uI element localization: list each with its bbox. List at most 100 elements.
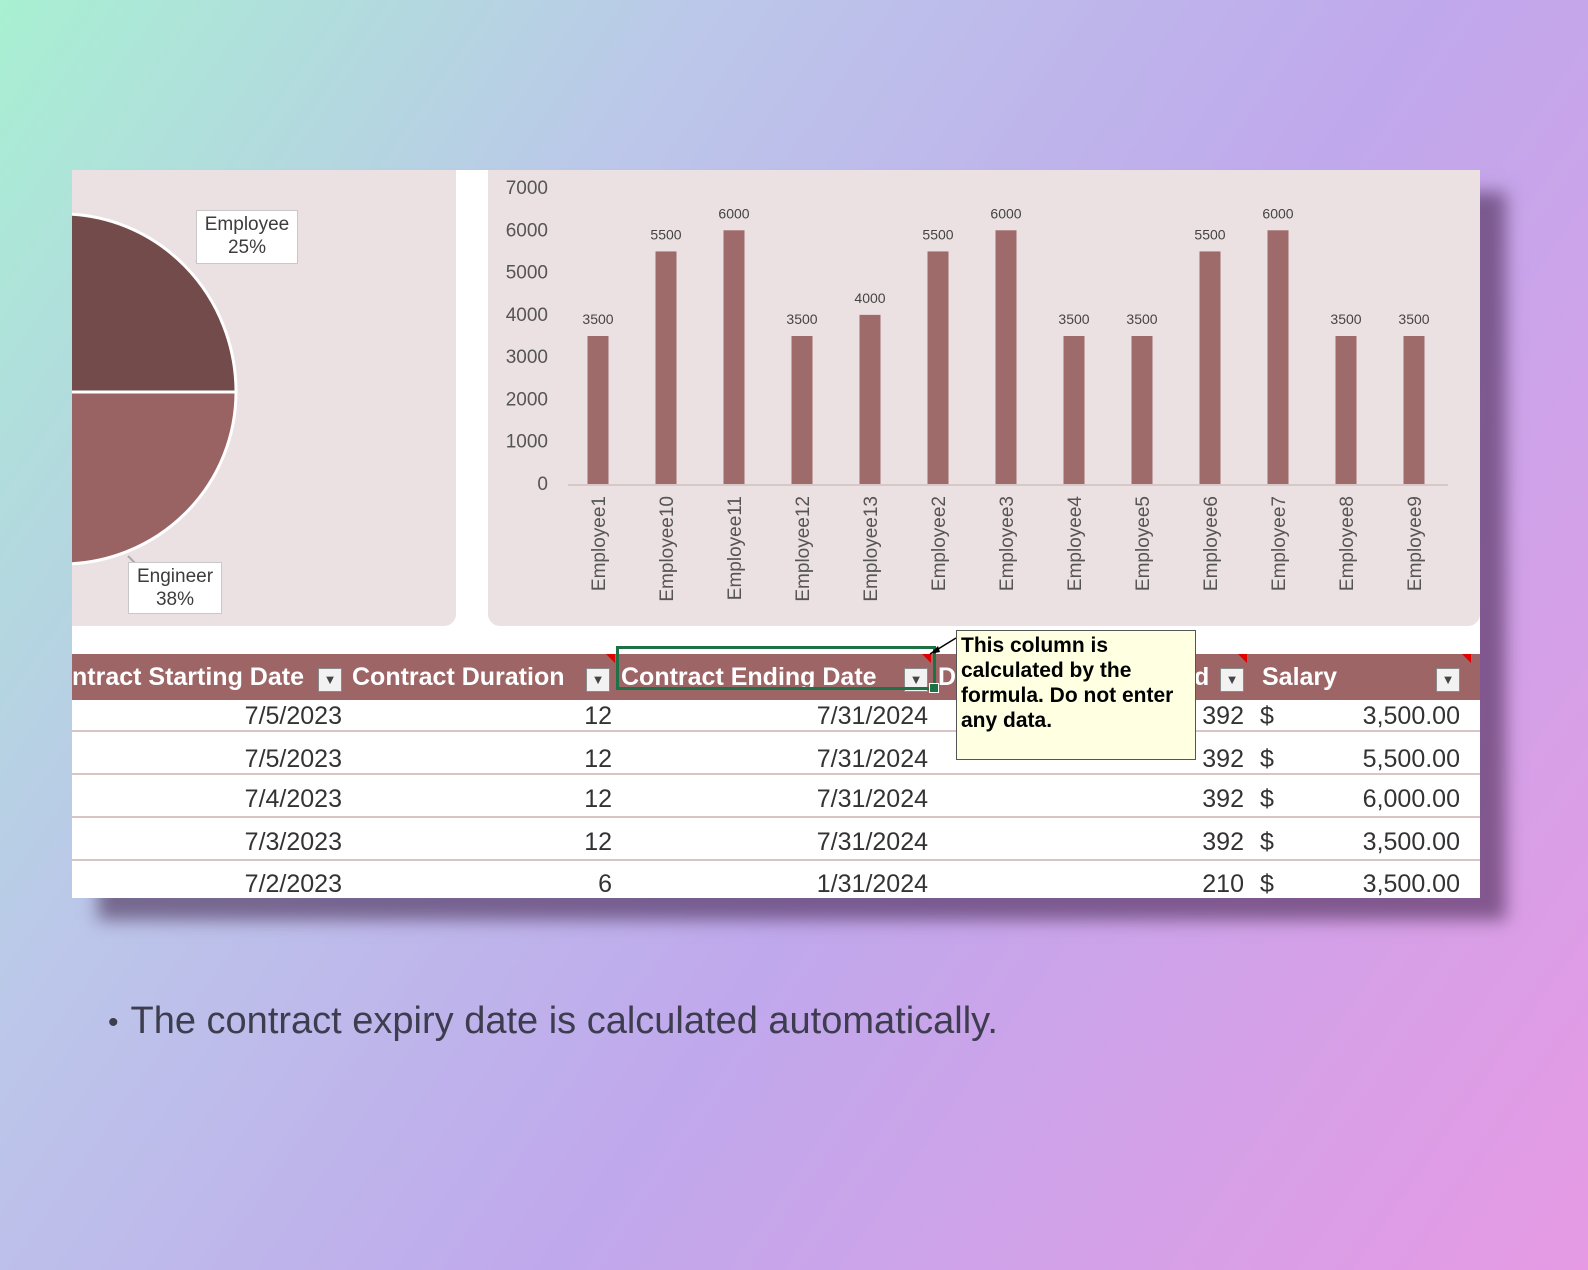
bar-data-label: 3500 (1398, 311, 1429, 327)
y-tick-label: 5000 (506, 263, 548, 284)
fill-handle[interactable] (929, 683, 939, 693)
cell-contract-duration[interactable]: 12 (584, 702, 612, 730)
comment-indicator-icon (922, 654, 931, 663)
x-tick-label: Employee11 (725, 496, 746, 600)
chevron-down-icon: ▼ (591, 672, 605, 687)
cell-contract-ending-date[interactable]: 7/31/2024 (816, 702, 928, 730)
bar-data-label: 5500 (650, 226, 681, 242)
cell-currency[interactable]: $ (1260, 828, 1274, 856)
comment-indicator-icon (606, 654, 615, 663)
cell-contract-ending-date[interactable]: 7/31/2024 (816, 828, 928, 856)
x-tick-label: Employee3 (997, 496, 1018, 591)
cell-contract-duration[interactable]: 12 (584, 785, 612, 813)
y-tick-label: 4000 (506, 305, 548, 326)
cell-salary[interactable]: 3,500.00 (1362, 702, 1460, 730)
cell-days[interactable]: 210 (1202, 870, 1244, 898)
bar-employee3[interactable] (995, 230, 1017, 484)
pie-slice-engineer (72, 390, 238, 566)
cell-contract-duration[interactable]: 12 (584, 745, 612, 773)
caption: • The contract expiry date is calculated … (108, 1000, 998, 1043)
x-tick-label: Employee10 (657, 496, 678, 602)
y-tick-label: 0 (537, 474, 548, 495)
filter-dropdown-button[interactable]: ▼ (1436, 668, 1460, 692)
bar-data-label: 5500 (1194, 226, 1225, 242)
bar-data-label: 3500 (1058, 311, 1089, 327)
filter-dropdown-button[interactable]: ▼ (586, 668, 610, 692)
cell-contract-ending-date[interactable]: 7/31/2024 (816, 785, 928, 813)
selected-cell-outline[interactable] (616, 646, 936, 690)
bar-data-label: 6000 (990, 205, 1021, 221)
cell-contract-ending-date[interactable]: 1/31/2024 (816, 870, 928, 898)
bar-data-label: 5500 (922, 226, 953, 242)
cell-salary[interactable]: 3,500.00 (1362, 870, 1460, 898)
column-header-days-suffix[interactable]: d (1194, 663, 1210, 691)
bullet-icon: • (108, 1005, 119, 1039)
column-header-contract-duration[interactable]: Contract Duration (352, 663, 565, 691)
bar-employee6[interactable] (1199, 251, 1221, 484)
chevron-down-icon: ▼ (1225, 672, 1239, 687)
cell-contract-starting-date[interactable]: 7/5/2023 (244, 702, 342, 730)
pie-label-engineer: Engineer 38% (128, 562, 222, 614)
bar-data-label: 3500 (1126, 311, 1157, 327)
bar-employee12[interactable] (791, 336, 813, 484)
cell-contract-duration[interactable]: 12 (584, 828, 612, 856)
cell-contract-starting-date[interactable]: 7/3/2023 (244, 828, 342, 856)
cell-days[interactable]: 392 (1202, 785, 1244, 813)
x-tick-label: Employee1 (589, 496, 610, 591)
cell-currency[interactable]: $ (1260, 870, 1274, 898)
cell-contract-ending-date[interactable]: 7/31/2024 (816, 745, 928, 773)
spreadsheet-window: Employee 25% Engineer 38% 0 1000 2000 3000 4… (72, 170, 1480, 898)
bar-employee9[interactable] (1403, 336, 1425, 484)
cell-contract-starting-date[interactable]: 7/5/2023 (244, 745, 342, 773)
row-divider (72, 816, 1480, 818)
row-divider (72, 773, 1480, 775)
cell-days[interactable]: 392 (1202, 828, 1244, 856)
cell-currency[interactable]: $ (1260, 745, 1274, 773)
cell-days[interactable]: 392 (1202, 702, 1244, 730)
pie-label-percent: 25% (227, 237, 267, 258)
cell-currency[interactable]: $ (1260, 702, 1274, 730)
bar-employee7[interactable] (1267, 230, 1289, 484)
row-divider (72, 730, 1480, 732)
cell-salary[interactable]: 3,500.00 (1362, 828, 1460, 856)
bar-employee4[interactable] (1063, 336, 1085, 484)
cell-salary[interactable]: 5,500.00 (1362, 745, 1460, 773)
bar-employee13[interactable] (859, 314, 881, 484)
bar-chart: 0 1000 2000 3000 4000 5000 6000 7000 3500 Employe… (506, 178, 1448, 602)
cell-days[interactable]: 392 (1202, 745, 1244, 773)
bar-data-label: 3500 (786, 311, 817, 327)
column-header-contract-starting-date[interactable]: ntract Starting Date (72, 663, 304, 691)
chevron-down-icon: ▼ (323, 672, 337, 687)
cell-contract-starting-date[interactable]: 7/2/2023 (244, 870, 342, 898)
comment-arrow-icon (929, 637, 957, 655)
x-tick-label: Employee2 (929, 496, 950, 591)
x-tick-label: Employee9 (1405, 496, 1426, 591)
cell-contract-starting-date[interactable]: 7/4/2023 (244, 785, 342, 813)
bar-employee1[interactable] (587, 336, 609, 484)
pie-label-name: Employee (204, 214, 290, 235)
y-tick-label: 7000 (506, 178, 548, 199)
cell-currency[interactable]: $ (1260, 785, 1274, 813)
bar-employee11[interactable] (723, 230, 745, 484)
x-tick-label: Employee13 (861, 496, 882, 602)
bar-employee2[interactable] (927, 251, 949, 484)
x-tick-label: Employee7 (1269, 496, 1290, 591)
caption-text: The contract expiry date is calculated a… (130, 1000, 998, 1042)
bar-employee5[interactable] (1131, 336, 1153, 484)
row-divider (72, 859, 1480, 861)
y-tick-label: 6000 (506, 220, 548, 241)
cell-comment-tooltip: This column is calculated by the formula… (956, 630, 1196, 760)
column-header-days[interactable]: D (938, 663, 957, 691)
bar-employee10[interactable] (655, 251, 677, 484)
bar-data-label: 6000 (718, 205, 749, 221)
filter-dropdown-button[interactable]: ▼ (1220, 668, 1244, 692)
chevron-down-icon: ▼ (1441, 672, 1455, 687)
column-header-salary[interactable]: Salary (1262, 663, 1338, 691)
cell-salary[interactable]: 6,000.00 (1362, 785, 1460, 813)
pie-label-employee: Employee 25% (196, 210, 298, 264)
pie-chart-panel: Employee 25% Engineer 38% (72, 170, 456, 626)
filter-dropdown-button[interactable]: ▼ (318, 668, 342, 692)
bar-employee8[interactable] (1335, 336, 1357, 484)
column-header-contract-ending-date[interactable]: Contract Ending Date (621, 663, 877, 691)
cell-contract-duration[interactable]: 6 (598, 870, 612, 898)
